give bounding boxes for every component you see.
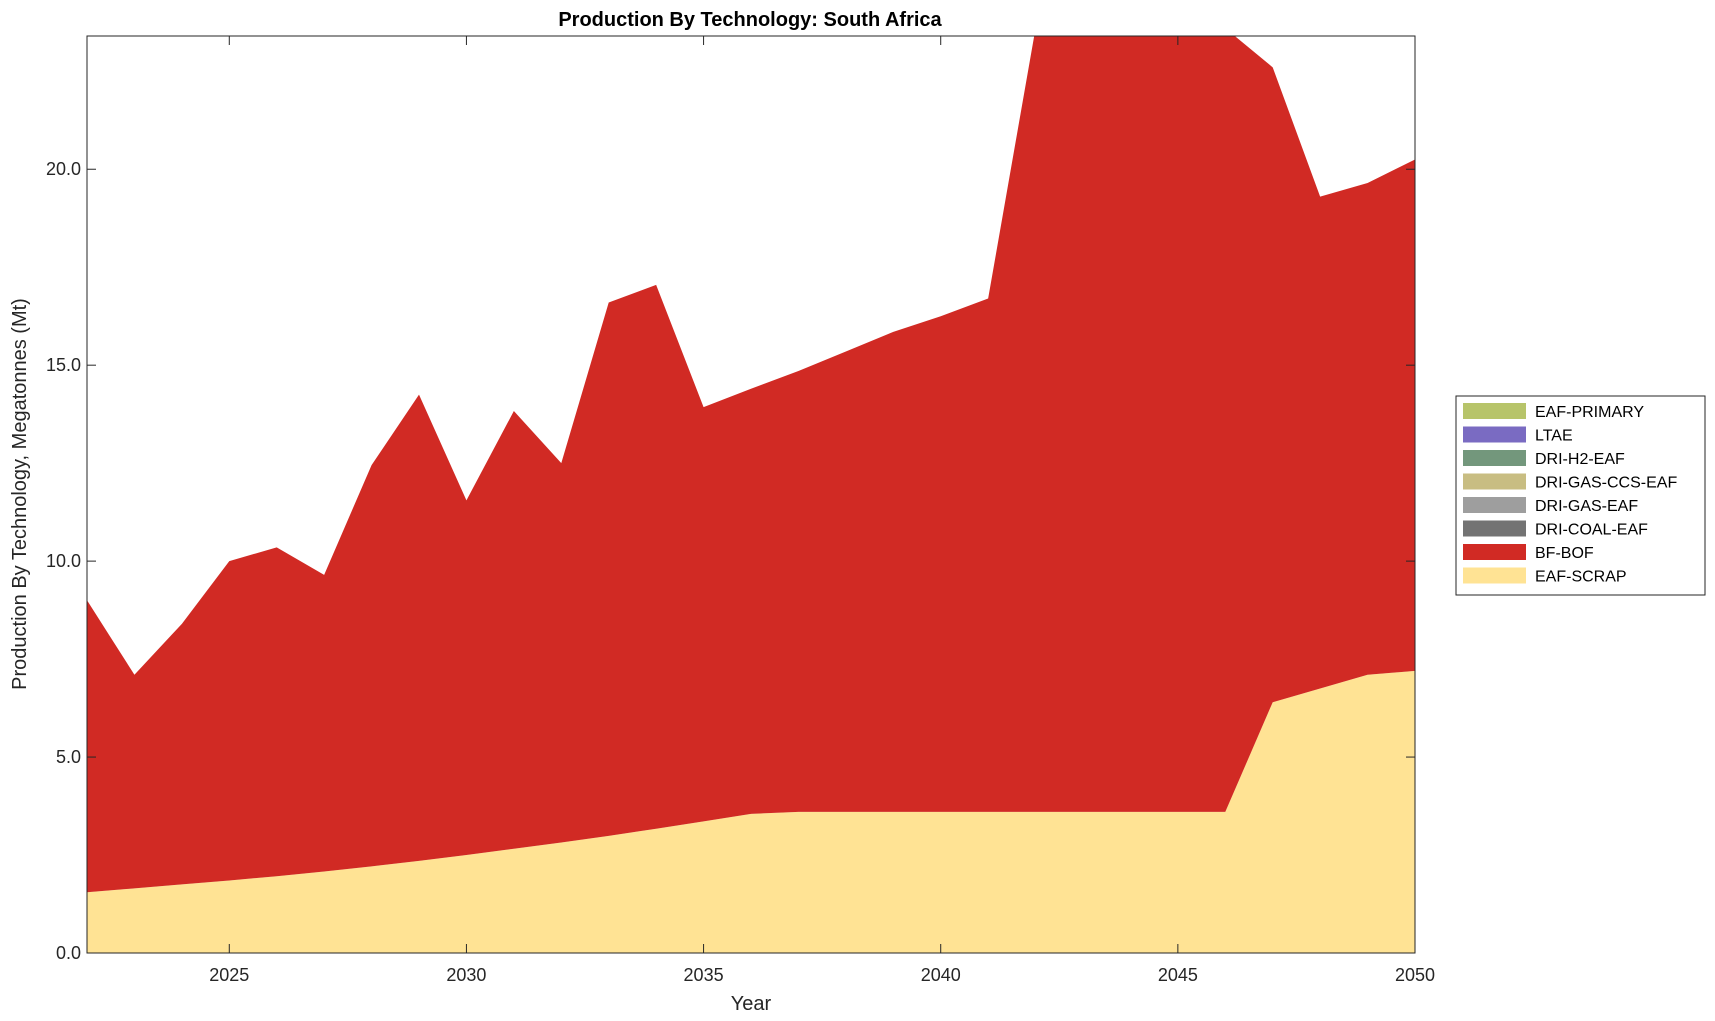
x-axis: 2025 2030 2035 2040 2045 2050 — [209, 36, 1435, 985]
legend-box — [1455, 395, 1706, 596]
legend-label-dri-gas-eaf: DRI-GAS-EAF — [1535, 498, 1638, 515]
legend-swatch-eaf-scrap — [1463, 567, 1526, 584]
area-eaf-scrap — [87, 670, 1415, 953]
x-tick-label: 2040 — [921, 965, 961, 985]
x-tick-label: 2025 — [209, 965, 249, 985]
x-tick-label: 2050 — [1395, 965, 1435, 985]
legend-label-eaf-primary: EAF-PRIMARY — [1535, 404, 1644, 421]
y-tick-label: 0.0 — [56, 943, 81, 963]
legend-swatch-dri-h2-eaf — [1463, 450, 1526, 466]
y-axis: 0.0 5.0 10.0 15.0 20.0 — [46, 159, 1415, 963]
y-tick-label: 15.0 — [46, 355, 81, 375]
y-tick-label: 5.0 — [56, 747, 81, 767]
legend-label-ltae: LTAE — [1535, 428, 1573, 445]
x-tick-label: 2045 — [1158, 965, 1198, 985]
y-tick-label: 10.0 — [46, 551, 81, 571]
area-series-group — [87, 36, 1415, 953]
y-tick-label: 20.0 — [46, 159, 81, 179]
x-tick-label: 2035 — [684, 965, 724, 985]
x-axis-label: Year — [731, 993, 772, 1015]
legend-label-dri-coal-eaf: DRI-COAL-EAF — [1535, 522, 1648, 539]
legend-swatch-bf-bof — [1463, 544, 1526, 560]
y-axis-label: Production By Technology, Megatonnes (Mt… — [9, 298, 31, 690]
legend: EAF-PRIMARY LTAE DRI-H2-EAF DRI-GAS-CCS-EAF… — [1455, 395, 1706, 596]
x-tick-label: 2030 — [446, 965, 486, 985]
legend-label-eaf-scrap: EAF-SCRAP — [1535, 569, 1627, 586]
legend-swatch-dri-gas-eaf — [1463, 497, 1526, 513]
chart-title: Production By Technology: South Africa — [558, 9, 942, 31]
legend-swatch-dri-gas-ccs-eaf — [1463, 473, 1526, 490]
legend-swatch-dri-coal-eaf — [1463, 520, 1526, 537]
legend-swatch-ltae — [1463, 426, 1526, 443]
legend-label-dri-h2-eaf: DRI-H2-EAF — [1535, 451, 1625, 468]
legend-swatch-eaf-primary — [1463, 403, 1526, 419]
area-bf-bof — [87, 36, 1415, 893]
legend-label-bf-bof: BF-BOF — [1535, 545, 1594, 562]
plot-frame — [86, 35, 1416, 954]
legend-label-dri-gas-ccs-eaf: DRI-GAS-CCS-EAF — [1535, 475, 1677, 492]
